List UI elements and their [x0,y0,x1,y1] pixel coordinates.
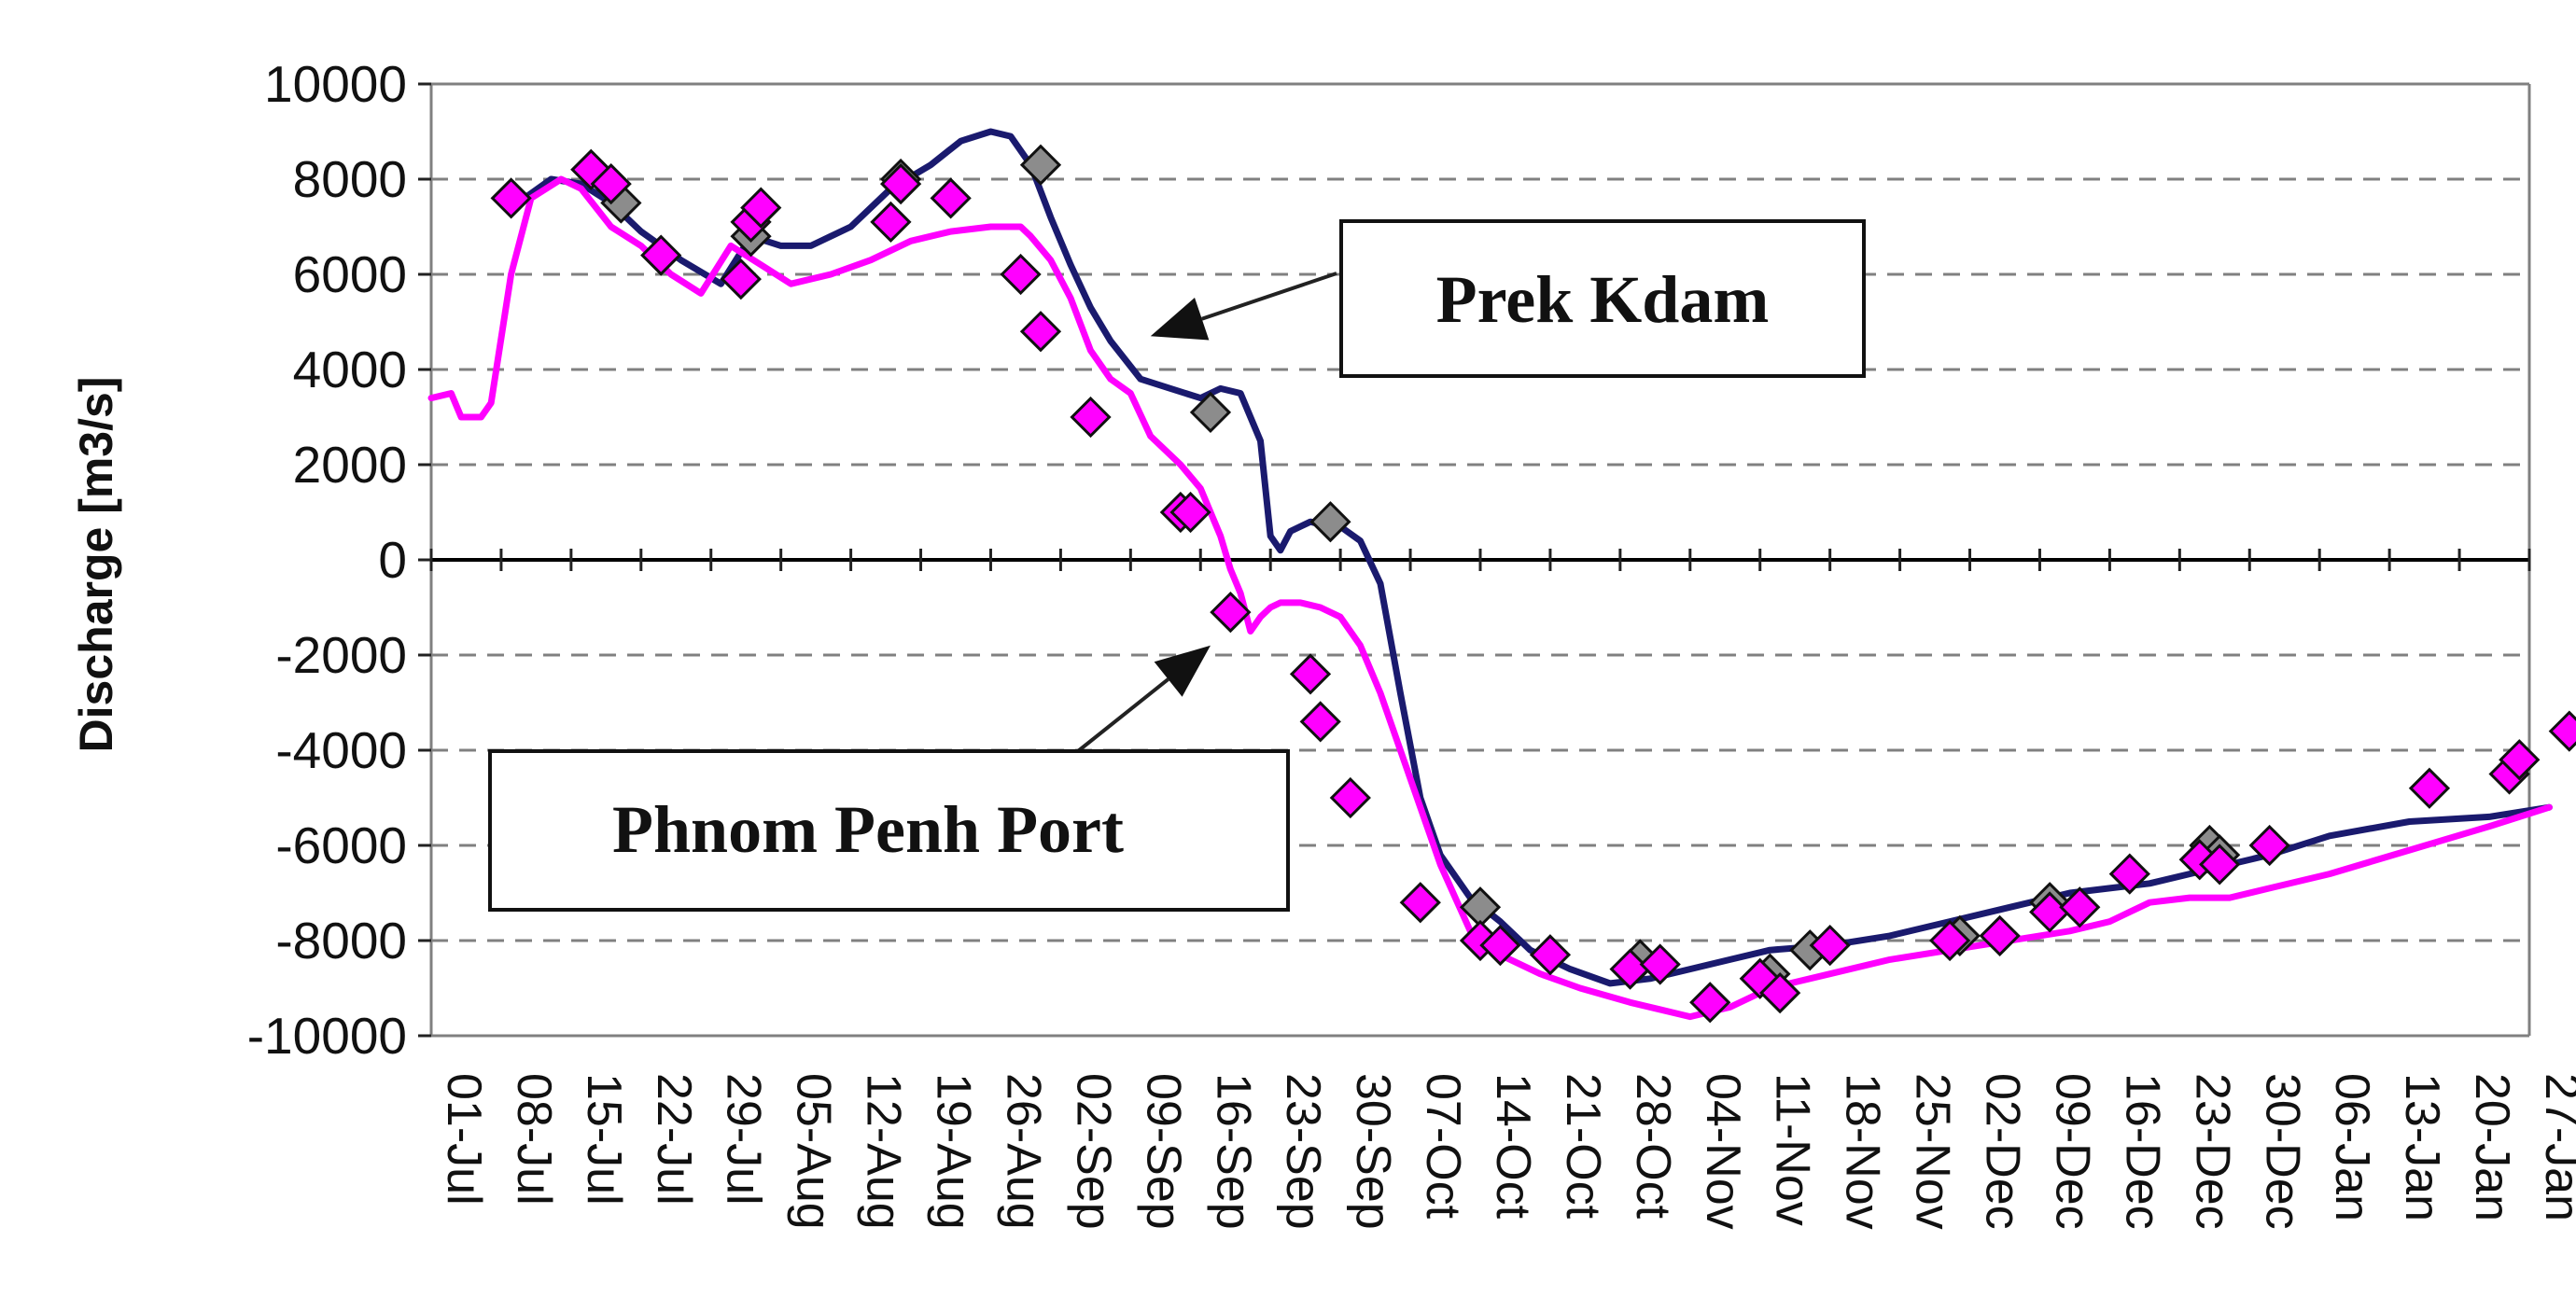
data-point-marker [2408,767,2451,809]
data-markers [490,144,2576,1024]
y-tick-label: -4000 [275,721,407,779]
x-tick-label: 23-Dec [2185,1073,2239,1230]
x-tick-label: 19-Aug [927,1073,981,1230]
annotation-prek-kdam-arrowhead [1150,298,1210,341]
data-point-marker [2199,844,2241,886]
annotation-phnom-penh-port: Phnom Penh Port [488,645,1290,912]
x-tick-label: 13-Jan [2395,1073,2449,1221]
data-point-marker [1639,943,1681,985]
x-tick-label: 20-Jan [2465,1073,2519,1221]
data-point-marker [1929,919,1971,962]
x-tick-label: 09-Sep [1136,1073,1190,1230]
x-tick-label: 21-Oct [1556,1073,1610,1220]
data-point-marker [1809,924,1851,967]
y-tick-label: 4000 [293,341,407,398]
x-tick-labels: 01-Jul 08-Jul 15-Jul 22-Jul 29-Jul 05-Aug 12-A… [437,1073,2576,1230]
data-point-marker [490,177,532,219]
data-point-marker [930,177,972,219]
data-point-marker [1689,982,1731,1024]
x-tick-label: 29-Jul [717,1073,771,1206]
x-tick-label: 15-Jul [577,1073,631,1206]
x-tick-label: 23-Sep [1276,1073,1330,1230]
y-tick-label: 2000 [293,436,407,494]
x-tick-label: 28-Oct [1626,1073,1680,1220]
annotation-phnom-penh-box [488,749,1290,912]
y-tick-label: -2000 [275,626,407,684]
data-point-marker [1070,396,1112,439]
data-point-marker [1289,653,1332,695]
x-tick-label: 11-Nov [1766,1073,1820,1226]
data-point-marker [1479,924,1521,967]
x-tick-label: 18-Nov [1836,1073,1890,1230]
annotation-phnom-penh-label: Phnom Penh Port [612,792,1124,867]
x-tick-label: 01-Jul [437,1073,491,1206]
data-point-marker [1019,311,1062,353]
data-point-marker [870,201,912,244]
y-tick-labels: 10000 8000 6000 4000 2000 0 -2000 -4000 -6000 -80… [247,55,407,1065]
x-tick-label: 09-Dec [2045,1073,2099,1230]
x-tick-label: 16-Sep [1206,1073,1260,1230]
x-tick-label: 02-Sep [1066,1073,1120,1230]
axes [418,82,2531,1038]
x-tick-label: 08-Jul [507,1073,561,1206]
annotation-prek-kdam-arrow-line [1201,272,1337,321]
x-tick-label: 30-Dec [2255,1073,2309,1230]
x-tick-label: 30-Sep [1346,1073,1400,1230]
annotation-phnom-penh-arrow-line [1076,677,1169,753]
data-point-marker [2108,853,2150,895]
y-tick-label: 6000 [293,245,407,303]
data-point-marker [1000,253,1042,296]
y-tick-label: 0 [378,531,407,589]
data-point-marker [1529,934,1572,976]
data-point-marker [1759,971,1801,1014]
x-tick-label: 26-Aug [996,1073,1050,1230]
x-tick-label: 27-Jan [2535,1073,2576,1221]
data-point-marker [1329,776,1371,819]
data-point-marker [1019,144,1062,186]
data-point-marker [2548,710,2576,752]
x-tick-label: 16-Dec [2115,1073,2169,1230]
annotation-phnom-penh-arrowhead [1154,645,1211,697]
y-tick-label: -8000 [275,912,407,969]
data-point-marker [720,258,762,300]
data-point-marker [1169,491,1211,534]
y-axis-title: Discharge [m3/s] [70,377,122,753]
data-point-marker [590,162,632,205]
data-point-marker [1399,882,1441,924]
data-point-marker [1299,701,1341,743]
data-point-marker [2059,886,2101,928]
x-tick-label: 07-Oct [1416,1073,1470,1220]
data-point-marker [1309,501,1351,543]
x-tick-label: 12-Aug [857,1073,911,1230]
y-tick-label: -6000 [275,816,407,874]
x-tick-label: 02-Dec [1976,1073,2030,1230]
y-tick-label: 10000 [264,55,407,113]
data-point-marker [640,234,682,276]
y-tick-label: 8000 [293,150,407,208]
data-point-marker [1210,591,1252,634]
x-tick-label: 04-Nov [1696,1073,1750,1230]
x-tick-label: 06-Jan [2325,1073,2379,1221]
x-tick-label: 25-Nov [1906,1073,1960,1230]
data-point-marker [2499,739,2541,781]
x-tick-label: 05-Aug [787,1073,841,1230]
data-point-marker [880,162,922,205]
data-point-marker [740,187,782,229]
annotation-prek-kdam: Prek Kdam [1150,219,1866,378]
data-point-marker [1189,391,1232,434]
data-point-marker [1979,914,2021,957]
annotation-prek-kdam-box [1339,219,1866,378]
x-tick-label: 14-Oct [1486,1073,1540,1220]
annotation-prek-kdam-label: Prek Kdam [1436,262,1770,337]
data-point-marker [2248,824,2290,867]
x-tick-label: 22-Jul [647,1073,701,1206]
y-tick-label: -10000 [247,1007,407,1065]
